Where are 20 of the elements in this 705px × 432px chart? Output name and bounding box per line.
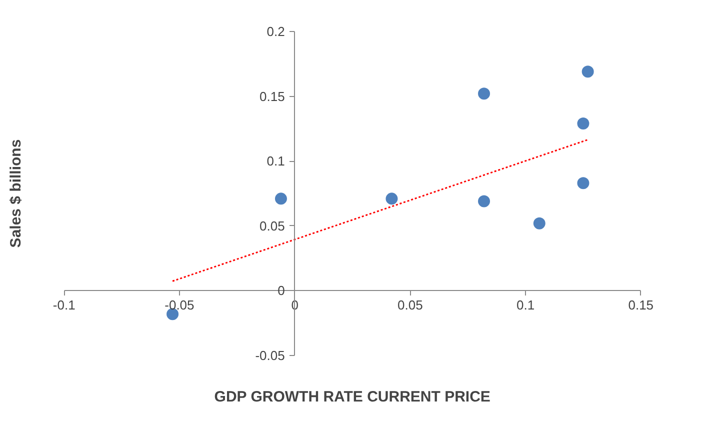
x-tick-label: 0.1 bbox=[516, 298, 535, 313]
x-tick-label: -0.1 bbox=[52, 298, 76, 313]
x-axis-title: GDP GROWTH RATE CURRENT PRICE bbox=[214, 388, 490, 406]
point bbox=[582, 66, 594, 78]
y-tick-label: 0.2 bbox=[266, 24, 285, 39]
y-axis-title: Sales $ billions bbox=[8, 139, 24, 248]
point bbox=[386, 192, 398, 205]
y-tick-label: 0.1 bbox=[266, 154, 285, 169]
point bbox=[577, 177, 590, 190]
point bbox=[577, 117, 590, 130]
y-tick-label: 0.05 bbox=[260, 218, 285, 234]
point bbox=[533, 217, 546, 230]
x-tick-label: -0.05 bbox=[164, 298, 194, 313]
y-tick-label: 0.15 bbox=[260, 88, 285, 104]
x-tick-label: 0.15 bbox=[628, 298, 654, 313]
point bbox=[274, 192, 287, 205]
point bbox=[478, 195, 490, 208]
x-tick-label: 0.05 bbox=[398, 298, 423, 313]
point bbox=[478, 88, 490, 100]
y-tick-label: -0.05 bbox=[255, 348, 285, 364]
